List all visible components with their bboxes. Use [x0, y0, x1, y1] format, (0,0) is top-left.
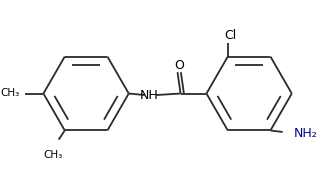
Text: CH₃: CH₃ [1, 88, 20, 98]
Text: Cl: Cl [224, 29, 236, 42]
Text: CH₃: CH₃ [43, 150, 62, 160]
Text: NH: NH [140, 89, 159, 102]
Text: NH₂: NH₂ [293, 127, 317, 140]
Text: O: O [174, 59, 184, 72]
